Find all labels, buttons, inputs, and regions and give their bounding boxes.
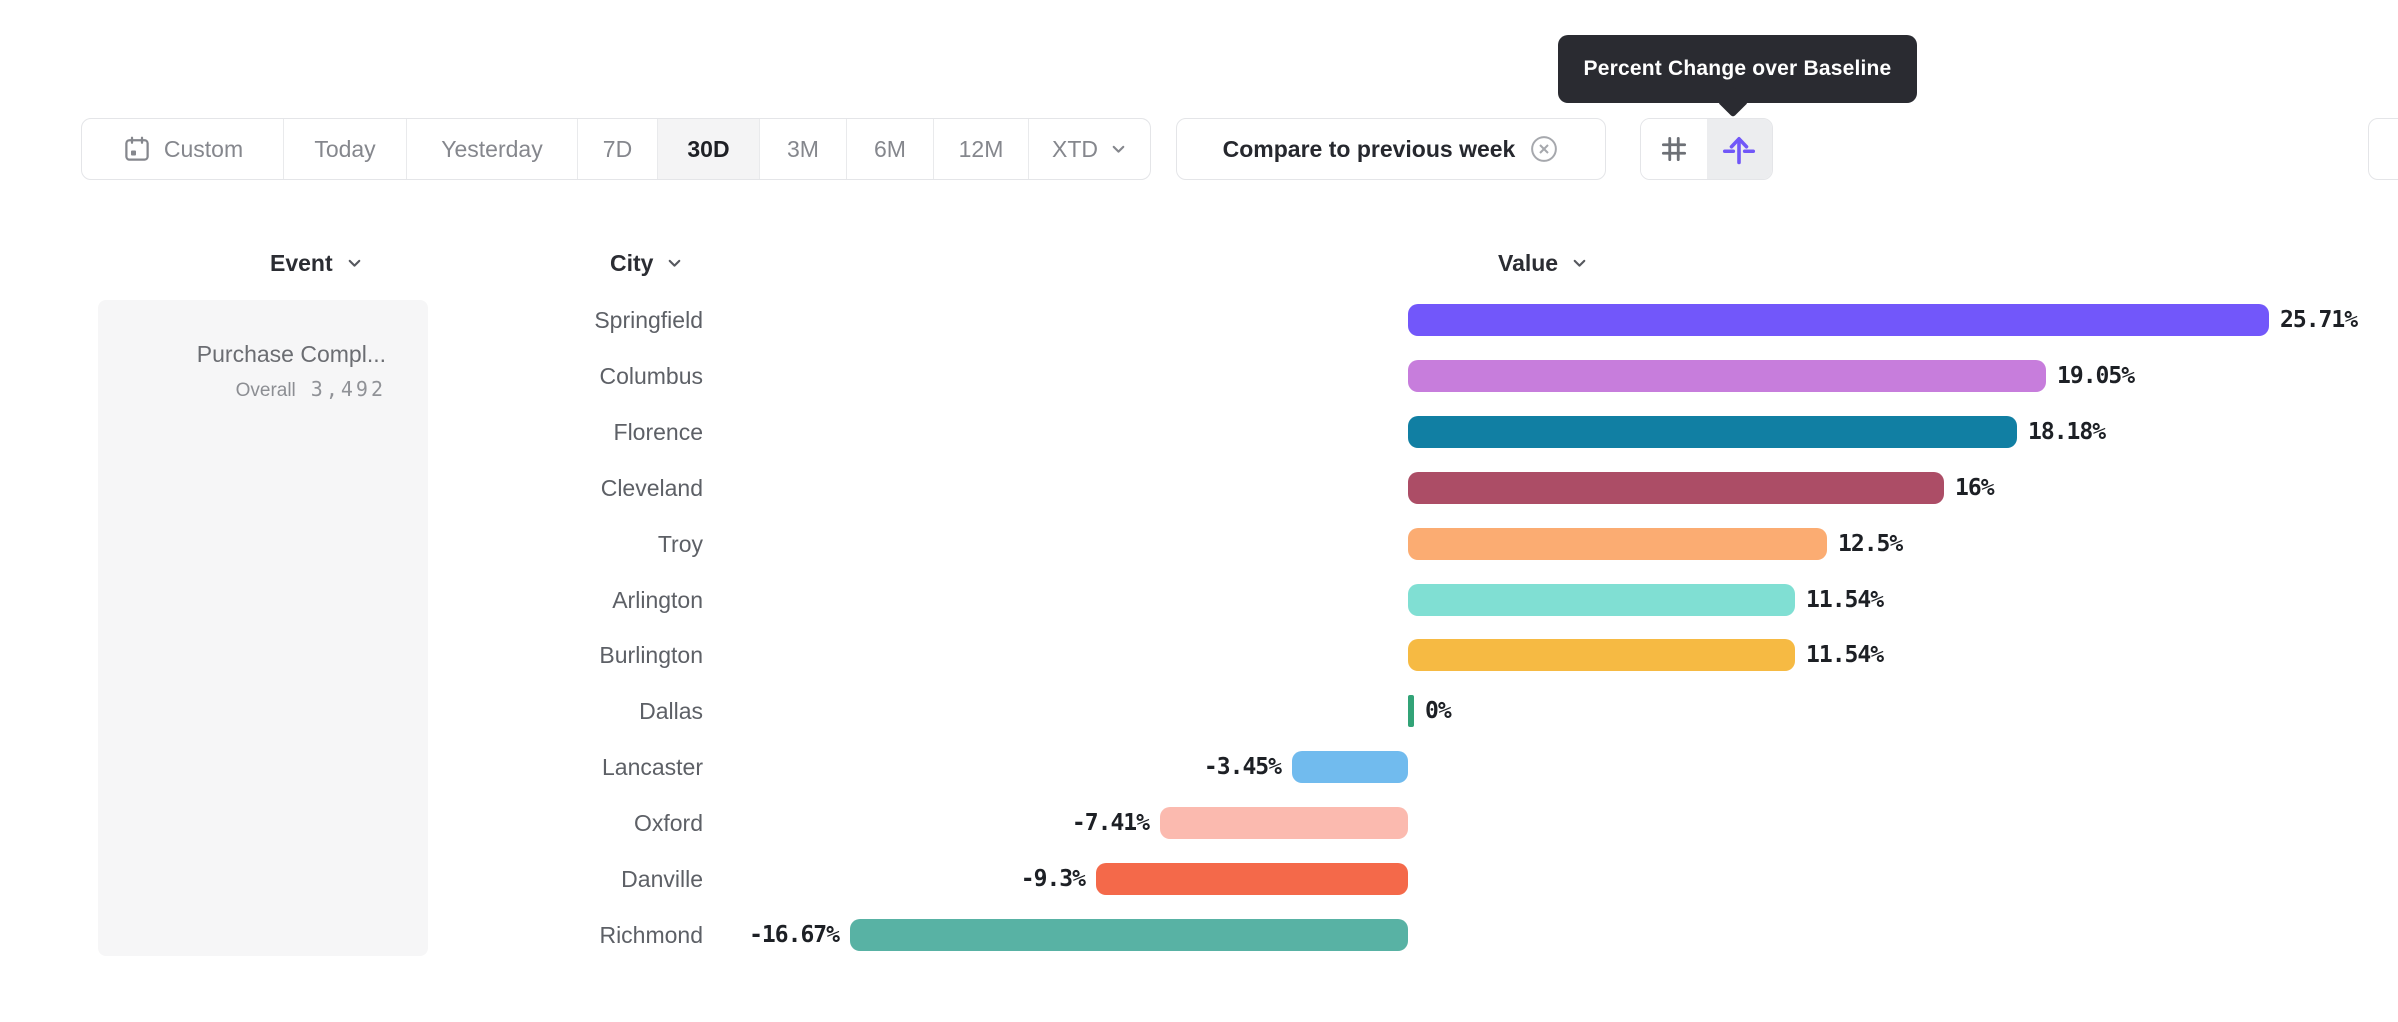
city-label[interactable]: Dallas (639, 698, 703, 724)
range-button-xtd[interactable]: XTD (1029, 119, 1150, 179)
city-label[interactable]: Florence (613, 419, 703, 445)
grid-view-button[interactable] (1641, 119, 1707, 179)
compare-chip-label: Compare to previous week (1222, 135, 1516, 162)
chart-row-richmond: Richmond -16.67% (0, 919, 2398, 951)
arrow-up-from-baseline-icon (1723, 136, 1756, 165)
bar-value-label: -16.67% (749, 922, 840, 948)
chart-row-springfield: Springfield 25.71% (0, 304, 2398, 336)
range-button-label: 3M (787, 135, 819, 162)
range-button-label: 30D (687, 135, 730, 162)
column-header-city[interactable]: City (610, 249, 683, 277)
city-label[interactable]: Danville (621, 866, 703, 892)
city-label[interactable]: Lancaster (601, 754, 703, 780)
bar-value-label: 25.71% (2280, 307, 2358, 333)
view-toggle-group (1640, 118, 1773, 180)
range-button-label: Yesterday (441, 135, 543, 162)
bar[interactable] (1408, 360, 2046, 392)
city-label[interactable]: Troy (657, 531, 703, 557)
x-circle-icon[interactable] (1529, 134, 1559, 164)
clipped-edge-button[interactable] (2368, 118, 2398, 180)
city-label[interactable]: Richmond (599, 922, 703, 948)
chart-row-danville: Danville -9.3% (0, 863, 2398, 895)
event-name: Purchase Compl... (196, 341, 386, 367)
city-label[interactable]: Cleveland (600, 475, 703, 501)
range-button-label: Today (314, 135, 376, 162)
bar[interactable] (1408, 472, 1944, 504)
hash-icon (1661, 136, 1686, 162)
range-button-6m[interactable]: 6M (847, 119, 934, 179)
compare-chip[interactable]: Compare to previous week (1176, 118, 1606, 180)
range-button-7d[interactable]: 7D (578, 119, 658, 179)
bar-value-label: 11.54% (1806, 587, 1884, 613)
city-label[interactable]: Columbus (599, 363, 703, 389)
column-header-city-label: City (610, 249, 654, 276)
chart-row-troy: Troy 12.5% (0, 528, 2398, 560)
chart-row-florence: Florence 18.18% (0, 416, 2398, 448)
range-button-label: 7D (602, 135, 633, 162)
column-header-value-label: Value (1498, 249, 1559, 276)
bar[interactable] (1408, 304, 2269, 336)
tooltip-text: Percent Change over Baseline (1583, 57, 1892, 80)
chart-row-cleveland: Cleveland 16% (0, 472, 2398, 504)
chart-row-columbus: Columbus 19.05% (0, 360, 2398, 392)
range-button-30d[interactable]: 30D (658, 119, 760, 179)
chart-row-lancaster: Lancaster -3.45% (0, 751, 2398, 783)
range-button-label: 12M (958, 135, 1004, 162)
chevron-down-icon (1112, 145, 1125, 153)
bar[interactable] (850, 919, 1408, 951)
percent-change-view-button[interactable] (1706, 119, 1772, 179)
overall-label: Overall (235, 380, 296, 401)
chart-row-oxford: Oxford -7.41% (0, 807, 2398, 839)
bar-value-label: 19.05% (2057, 363, 2135, 389)
bar-value-label: 11.54% (1806, 642, 1884, 668)
bar-value-label: 12.5% (1838, 531, 1903, 557)
bar[interactable] (1408, 695, 1414, 727)
calendar-icon (125, 136, 149, 161)
bar[interactable] (1408, 584, 1795, 616)
chart-row-arlington: Arlington 11.54% (0, 584, 2398, 616)
bar[interactable] (1408, 639, 1795, 671)
range-button-custom[interactable]: Custom (82, 119, 284, 179)
city-label[interactable]: Springfield (594, 307, 703, 333)
date-range-toolbar: Custom Today Yesterday 7D 30D 3M 6M 12M … (81, 118, 1151, 180)
city-label[interactable]: Oxford (633, 810, 703, 836)
range-button-label: 6M (874, 135, 906, 162)
chart-row-dallas: Dallas 0% (0, 695, 2398, 727)
bar[interactable] (1408, 416, 2017, 448)
range-button-yesterday[interactable]: Yesterday (407, 119, 578, 179)
city-label[interactable]: Arlington (612, 587, 703, 613)
overall-value: 3,492 (310, 377, 386, 401)
column-header-event-label: Event (270, 249, 333, 276)
column-header-value[interactable]: Value (1498, 249, 1588, 277)
bar[interactable] (1292, 751, 1408, 783)
bar[interactable] (1408, 528, 1827, 560)
bar-value-label: 16% (1955, 475, 1995, 501)
chevron-down-icon (1573, 259, 1586, 267)
range-button-label: XTD (1052, 135, 1098, 162)
event-card[interactable]: Purchase Compl... Overall 3,492 (98, 300, 428, 956)
bar-value-label: -3.45% (1203, 754, 1282, 780)
bar[interactable] (1096, 863, 1408, 895)
chevron-down-icon (669, 259, 681, 267)
bar-value-label: 0% (1425, 698, 1452, 724)
bar-value-label: -7.41% (1071, 810, 1150, 836)
city-label[interactable]: Burlington (599, 642, 703, 668)
range-button-today[interactable]: Today (284, 119, 407, 179)
range-button-12m[interactable]: 12M (934, 119, 1029, 179)
bar-value-label: 18.18% (2028, 419, 2106, 445)
range-button-label: Custom (163, 135, 244, 162)
event-overall: Overall 3,492 (236, 377, 386, 402)
column-header-event[interactable]: Event (270, 249, 363, 277)
bar-value-label: -9.3% (1020, 866, 1086, 892)
bar[interactable] (1160, 807, 1408, 839)
tooltip: Percent Change over Baseline (1558, 35, 1917, 118)
chart-row-burlington: Burlington 11.54% (0, 639, 2398, 671)
chevron-down-icon (348, 259, 360, 267)
range-button-3m[interactable]: 3M (760, 119, 847, 179)
